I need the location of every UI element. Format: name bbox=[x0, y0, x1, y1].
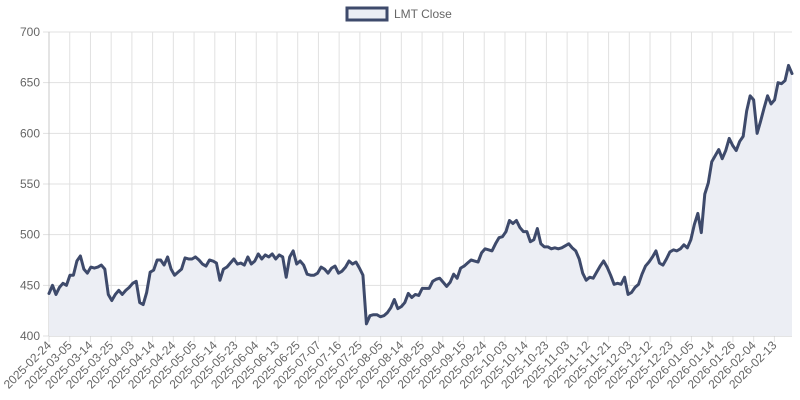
y-tick-label: 700 bbox=[20, 25, 40, 39]
y-tick-label: 550 bbox=[20, 177, 40, 191]
series-line bbox=[47, 63, 794, 326]
y-tick-label: 400 bbox=[20, 329, 40, 343]
y-tick-label: 600 bbox=[20, 126, 40, 140]
series-area bbox=[47, 63, 794, 336]
x-axis-tick-labels: 2025-02-242025-03-052025-03-142025-03-25… bbox=[1, 338, 780, 392]
legend-swatch[interactable] bbox=[345, 6, 389, 22]
y-tick-label: 450 bbox=[20, 278, 40, 292]
legend-label[interactable]: LMT Close bbox=[394, 7, 452, 21]
y-axis-tick-labels: 400 450 500 550 600 650 700 bbox=[20, 25, 40, 343]
y-tick-label: 500 bbox=[20, 228, 40, 242]
series-area-fill bbox=[49, 65, 792, 336]
y-tick-label: 650 bbox=[20, 76, 40, 90]
legend[interactable]: LMT Close bbox=[345, 6, 452, 22]
